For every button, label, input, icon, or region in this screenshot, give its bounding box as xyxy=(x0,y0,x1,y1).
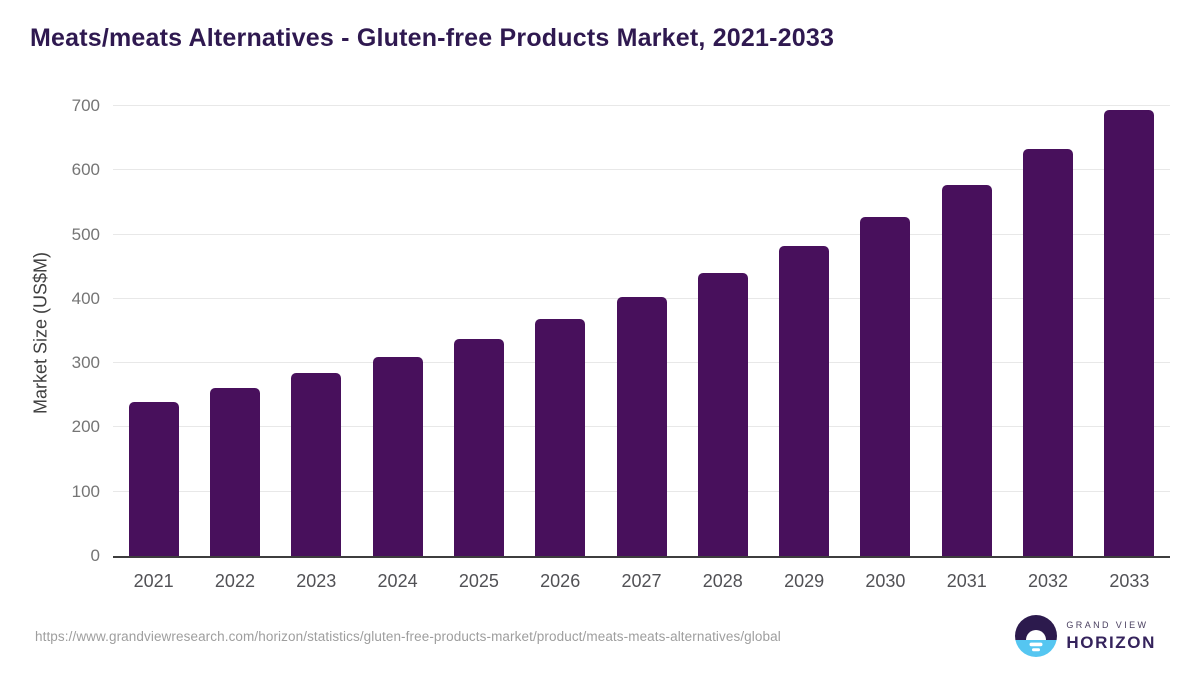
y-tick-label-300: 300 xyxy=(71,353,100,373)
y-tick-label-500: 500 xyxy=(71,224,100,244)
x-tick-label-2025: 2025 xyxy=(458,571,499,591)
logo-wordmark: GRAND VIEW HORIZON xyxy=(1066,620,1156,653)
x-tick-label-2021: 2021 xyxy=(133,571,174,591)
x-tick-label-2033: 2033 xyxy=(1109,571,1150,591)
source-url: https://www.grandviewresearch.com/horizo… xyxy=(35,629,781,644)
y-tick-label-600: 600 xyxy=(71,160,100,180)
x-tick-label-2030: 2030 xyxy=(865,571,906,591)
bar-2023 xyxy=(291,373,342,556)
bar-2032 xyxy=(1023,149,1074,556)
x-tick-label-2022: 2022 xyxy=(214,571,255,591)
gridline-600 xyxy=(113,169,1170,171)
bar-2025 xyxy=(453,338,504,556)
bar-2027 xyxy=(616,296,667,556)
y-tick-label-200: 200 xyxy=(71,417,100,437)
grand-view-horizon-logo: GRAND VIEW HORIZON xyxy=(1015,615,1156,657)
gridline-700 xyxy=(113,105,1170,106)
bar-2022 xyxy=(209,388,260,556)
x-tick-label-2032: 2032 xyxy=(1028,571,1069,591)
logo-brand-bottom: HORIZON xyxy=(1066,632,1156,652)
bar-2033 xyxy=(1104,109,1155,556)
x-tick-label-2023: 2023 xyxy=(296,571,337,591)
x-tick-label-2024: 2024 xyxy=(377,571,418,591)
bar-2031 xyxy=(941,185,992,556)
x-tick-label-2026: 2026 xyxy=(540,571,581,591)
y-tick-label-100: 100 xyxy=(71,481,100,501)
chart-title: Meats/meats Alternatives - Gluten-free P… xyxy=(30,24,835,52)
x-tick-label-2029: 2029 xyxy=(784,571,825,591)
bar-2021 xyxy=(128,402,179,556)
x-tick-label-2031: 2031 xyxy=(946,571,987,591)
y-axis-title: Market Size (US$M) xyxy=(30,251,51,415)
bar-2026 xyxy=(535,319,586,556)
bar-2028 xyxy=(697,273,748,556)
y-tick-label-0: 0 xyxy=(90,546,100,565)
x-tick-label-2027: 2027 xyxy=(621,571,662,591)
y-tick-label-400: 400 xyxy=(71,288,100,308)
bar-2029 xyxy=(779,246,830,556)
logo-brand-top: GRAND VIEW xyxy=(1066,619,1149,630)
horizon-sunrise-icon xyxy=(1015,615,1058,657)
y-tick-label-700: 700 xyxy=(71,96,100,115)
bar-2024 xyxy=(372,356,423,556)
bar-2030 xyxy=(860,217,911,556)
gridline-500 xyxy=(113,233,1170,235)
plot-area: 0 100 200 300 400 500 600 700 2021 2022 2023 2024 20… xyxy=(72,96,1170,591)
x-tick-label-2028: 2028 xyxy=(702,571,743,591)
